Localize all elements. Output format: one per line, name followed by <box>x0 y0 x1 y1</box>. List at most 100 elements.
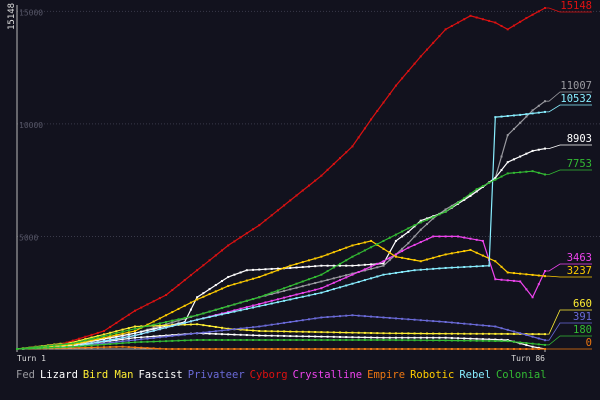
series-point <box>289 264 292 267</box>
series-point <box>469 194 472 197</box>
series-point <box>307 330 310 333</box>
series-point <box>512 340 515 343</box>
series-point <box>382 338 385 341</box>
series-point <box>537 343 540 346</box>
series-point <box>320 264 323 267</box>
series-point <box>425 268 428 271</box>
series-point <box>512 127 515 130</box>
series-line <box>16 7 546 350</box>
series-point <box>500 155 503 158</box>
series-point <box>90 339 93 342</box>
series-point <box>500 115 503 118</box>
series-point <box>512 279 515 282</box>
series-point <box>332 281 335 284</box>
series-point <box>96 331 99 334</box>
series-point <box>252 334 255 337</box>
series-point <box>295 266 298 269</box>
series-point <box>419 221 422 224</box>
series-end-connector <box>545 7 592 13</box>
series-point <box>432 216 435 219</box>
series-point <box>189 348 192 350</box>
series-point <box>382 239 385 242</box>
series-point <box>152 336 155 339</box>
series-point <box>165 348 168 350</box>
series-point <box>289 266 292 269</box>
series-point <box>469 237 472 240</box>
series-point <box>376 262 379 265</box>
series-point <box>481 348 484 350</box>
series-point <box>314 331 317 334</box>
series-point <box>202 324 205 327</box>
series-point <box>239 348 242 350</box>
series-point <box>220 313 223 316</box>
series-point <box>500 169 503 172</box>
series-point <box>115 334 118 337</box>
series-point <box>401 230 404 233</box>
series-point <box>339 338 342 341</box>
series-point <box>351 273 354 276</box>
series-point <box>171 321 174 324</box>
legend-item: Fed <box>16 369 35 381</box>
series-point <box>519 332 522 335</box>
series-point <box>450 339 453 342</box>
series-point <box>165 314 168 317</box>
series-line <box>16 339 546 350</box>
series-point <box>363 331 366 334</box>
series-point <box>140 332 143 335</box>
series-point <box>326 284 329 287</box>
series-point <box>376 332 379 335</box>
series-point <box>189 323 192 326</box>
series-point <box>140 325 143 328</box>
series-point <box>233 240 236 243</box>
series-point <box>109 335 112 338</box>
series-point <box>326 278 329 281</box>
series-point <box>363 249 366 252</box>
series-point <box>481 265 484 268</box>
series-point <box>301 338 304 341</box>
series-point <box>320 280 323 283</box>
series-point <box>450 252 453 255</box>
series-point <box>283 348 286 350</box>
series-point <box>401 336 404 339</box>
series-point <box>214 338 217 341</box>
series-point <box>109 341 112 344</box>
series-point <box>158 297 161 300</box>
series-point <box>519 171 522 174</box>
series-point <box>208 293 211 296</box>
series-point <box>457 202 460 205</box>
series-point <box>525 342 528 345</box>
series-point <box>401 339 404 342</box>
series-point <box>152 328 155 331</box>
series-point <box>419 55 422 58</box>
series-point <box>481 185 484 188</box>
series-point <box>388 251 391 254</box>
series-point <box>413 318 416 321</box>
series-point <box>65 343 68 346</box>
series-point <box>388 236 391 239</box>
series-point <box>413 224 416 227</box>
series-point <box>376 338 379 341</box>
series-point <box>264 330 267 333</box>
series-point <box>475 190 478 193</box>
series-point <box>531 109 534 112</box>
series-point <box>121 338 124 341</box>
series-point <box>295 293 298 296</box>
series-point <box>227 311 230 314</box>
series-point <box>475 337 478 340</box>
series-point <box>376 316 379 319</box>
series-point <box>227 244 230 247</box>
series-point <box>481 339 484 342</box>
series-point <box>146 329 149 332</box>
series-point <box>307 283 310 286</box>
series-point <box>463 197 466 200</box>
series-point <box>444 348 447 350</box>
series-point <box>196 298 199 301</box>
series-point <box>96 341 99 344</box>
series-point <box>314 265 317 268</box>
series-point <box>214 348 217 350</box>
series-point <box>84 343 87 346</box>
series-point <box>401 332 404 335</box>
series-point <box>295 335 298 338</box>
series-point <box>326 335 329 338</box>
series-point <box>488 324 491 327</box>
